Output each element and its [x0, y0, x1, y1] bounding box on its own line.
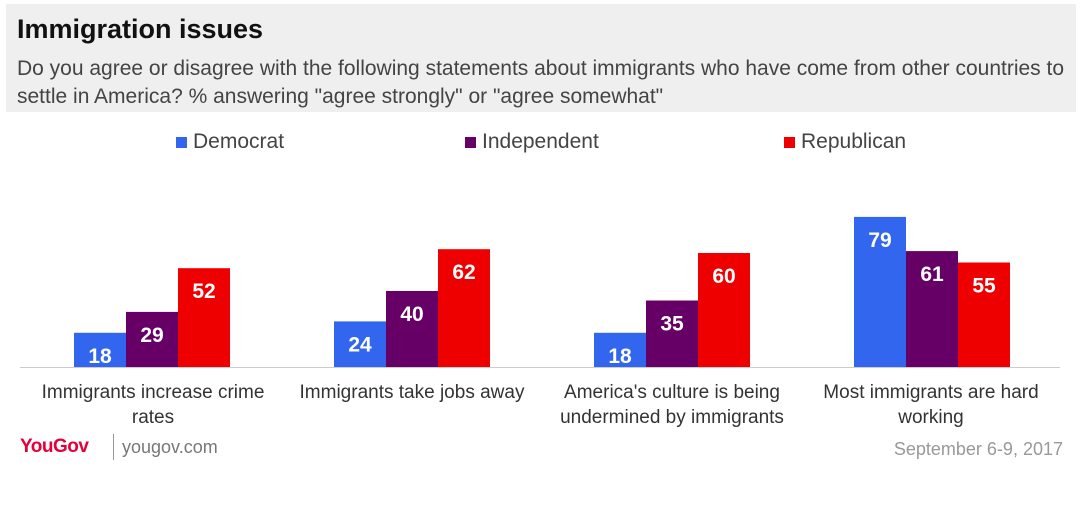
data-label: 24 — [348, 333, 372, 356]
legend-swatch-democrat — [176, 136, 187, 148]
category-label: Immigrants increase crime rates — [41, 382, 265, 428]
chart-title: Immigration issues — [17, 14, 264, 44]
bar-independent — [906, 251, 958, 367]
category-label: America's culture is being undermined by… — [560, 382, 784, 428]
data-label: 62 — [452, 261, 475, 284]
legend-item-republican: Republican — [784, 130, 906, 154]
bar-independent — [646, 300, 698, 367]
data-label: 40 — [400, 303, 423, 326]
bar-independent — [386, 291, 438, 367]
bar-chart: 18 29 52 24 40 62 18 35 60 79 61 55 — [20, 216, 1060, 368]
legend-item-independent: Independent — [465, 130, 599, 154]
bar-democrat — [854, 216, 906, 367]
bar-republican — [178, 268, 230, 367]
bar-republican — [698, 253, 750, 367]
legend-label: Democrat — [193, 130, 285, 153]
data-label: 35 — [660, 313, 684, 336]
bar-democrat — [74, 332, 126, 367]
legend-item-democrat: Democrat — [176, 130, 284, 154]
bar-democrat — [594, 332, 646, 367]
bar-republican — [438, 249, 490, 367]
category-label: Most immigrants are hard working — [823, 382, 1039, 428]
data-label: 18 — [608, 345, 632, 368]
data-label: 52 — [192, 280, 215, 303]
data-label: 18 — [88, 345, 112, 368]
data-label: 61 — [920, 263, 944, 286]
category-label: Immigrants take jobs away — [299, 382, 525, 403]
source-url[interactable]: yougov.com — [122, 437, 218, 457]
data-label: 60 — [712, 265, 735, 288]
survey-date: September 6-9, 2017 — [893, 439, 1063, 459]
data-label: 29 — [140, 324, 163, 347]
bar-republican — [958, 262, 1010, 367]
legend-swatch-independent — [465, 136, 476, 148]
yougov-logo: YouGov — [20, 436, 89, 457]
legend-swatch-republican — [784, 136, 795, 148]
legend: Democrat Independent Republican — [0, 130, 1080, 160]
bar-independent — [126, 311, 178, 367]
logo-divider — [113, 434, 114, 460]
legend-label: Republican — [801, 130, 907, 153]
chart-subtitle: Do you agree or disagree with the follow… — [17, 57, 1065, 108]
legend-label: Independent — [482, 130, 599, 153]
data-label: 55 — [972, 275, 996, 298]
data-label: 79 — [868, 229, 891, 252]
header-panel: Immigration issues Do you agree or disag… — [6, 4, 1076, 112]
bar-democrat — [334, 321, 386, 367]
